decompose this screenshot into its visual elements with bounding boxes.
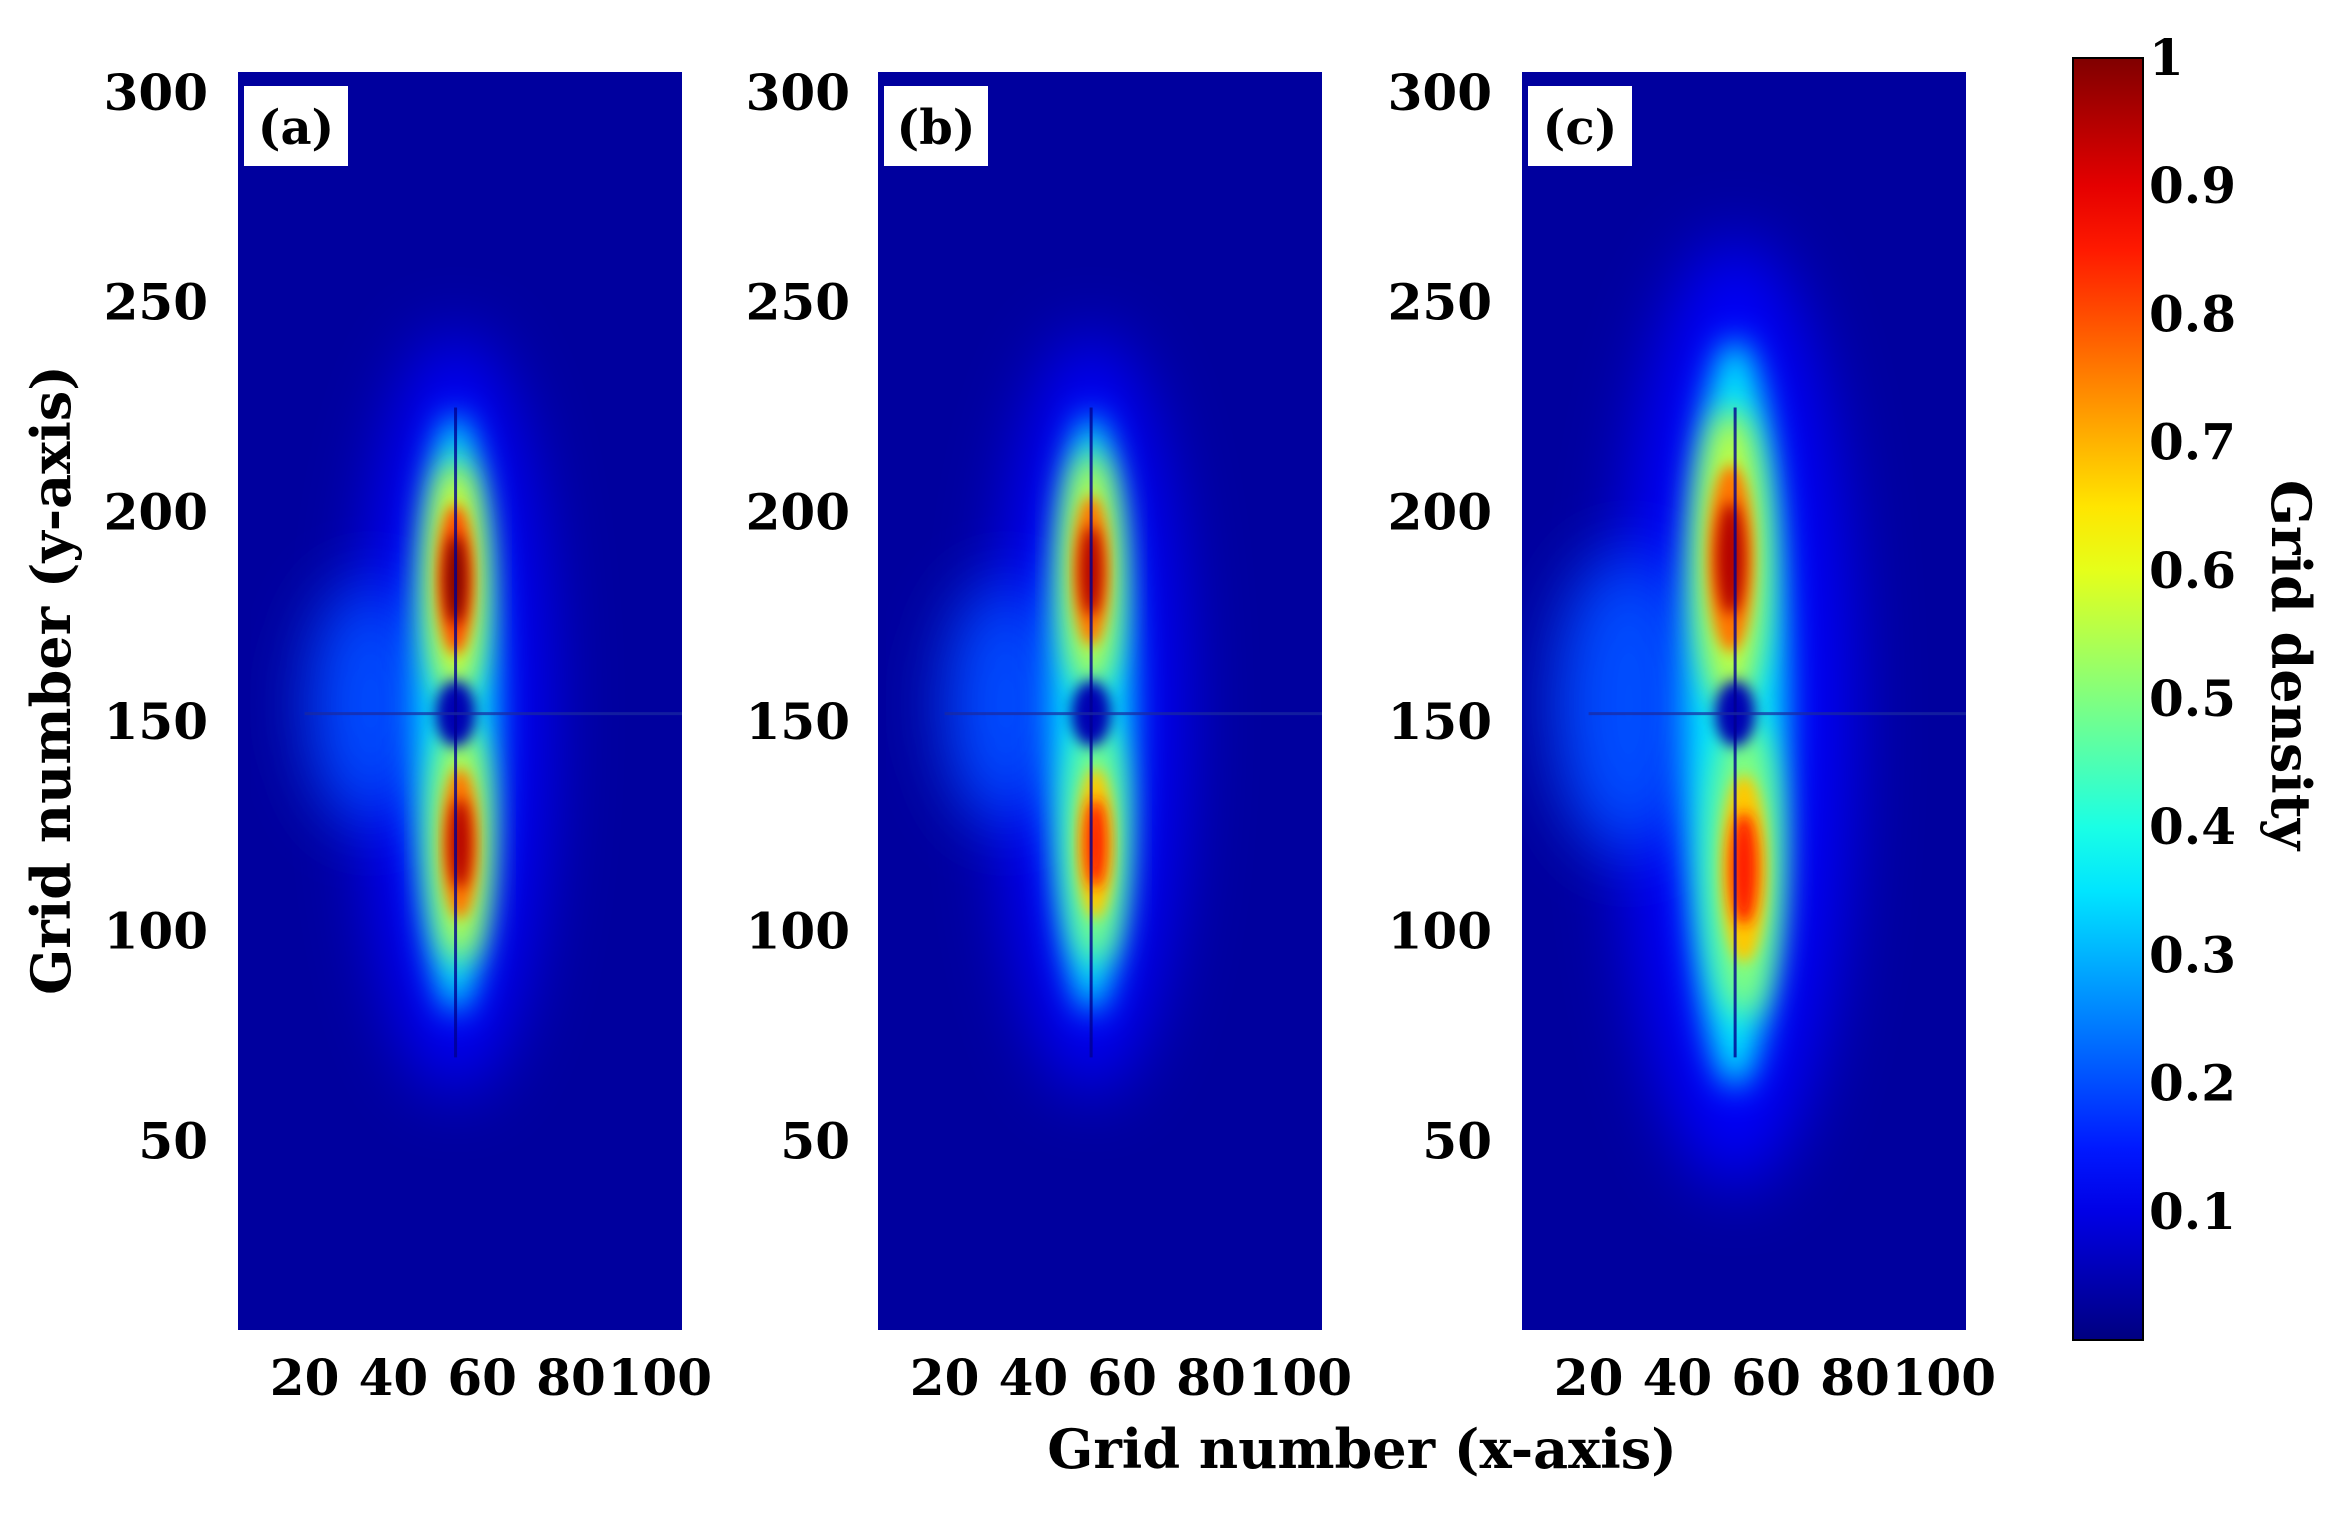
y-tick-label: 100 [1388, 902, 1492, 961]
colorbar-tick-label: 0.3 [2149, 925, 2236, 984]
y-tick-label: 200 [1388, 482, 1492, 541]
colorbar-tick-label: 0.9 [2149, 156, 2236, 215]
panel-label: (b) [884, 86, 988, 166]
density-peak [1716, 502, 1745, 615]
density-peak [1084, 798, 1107, 889]
heatmap-lobe [310, 583, 431, 824]
y-tick-label: 50 [138, 1111, 208, 1170]
y-tick-label: 250 [104, 273, 208, 332]
y-tick-label: 100 [746, 902, 850, 961]
y-tick-label: 50 [1422, 1111, 1492, 1170]
heatmap-panel [878, 72, 1322, 1330]
y-tick-label: 150 [746, 692, 850, 751]
y-tick-label: 300 [1388, 63, 1492, 122]
x-tick-label: 40 [999, 1348, 1069, 1407]
x-axis-label: Grid number (x-axis) [1047, 1417, 1677, 1481]
y-tick-label: 150 [104, 692, 208, 751]
x-tick-label: 60 [1087, 1348, 1157, 1407]
heatmap-panel [238, 72, 682, 1330]
colorbar-tick-label: 0.2 [2149, 1054, 2236, 1113]
y-axis-label: Grid number (y-axis) [19, 365, 83, 995]
colorbar-tick-label: 0.8 [2149, 284, 2236, 343]
x-tick-label: 20 [270, 1348, 340, 1407]
x-tick-label: 40 [1643, 1348, 1713, 1407]
y-tick-label: 50 [780, 1111, 850, 1170]
x-tick-label: 80 [1820, 1348, 1890, 1407]
y-tick-label: 300 [746, 63, 850, 122]
colorbar-tick-label: 0.6 [2149, 541, 2236, 600]
y-tick-label: 250 [1388, 273, 1492, 332]
heatmap-lobe [1553, 553, 1704, 854]
colorbar-tick-label: 0.4 [2149, 797, 2236, 856]
panel-label-text: (b) [897, 100, 976, 156]
heatmap-panel [1522, 72, 1966, 1330]
colorbar-gradient [2072, 57, 2144, 1341]
x-tick-label: 60 [447, 1348, 517, 1407]
y-tick-label: 250 [746, 273, 850, 332]
x-tick-label: 60 [1731, 1348, 1801, 1407]
x-tick-label: 80 [1176, 1348, 1246, 1407]
x-tick-label: 20 [1554, 1348, 1624, 1407]
y-tick-label: 200 [104, 482, 208, 541]
x-tick-label: 40 [359, 1348, 429, 1407]
colorbar-tick-label: 0.5 [2149, 669, 2236, 728]
y-tick-label: 150 [1388, 692, 1492, 751]
panel-label: (a) [244, 86, 348, 166]
colorbar-tick-label: 1 [2149, 28, 2184, 87]
x-tick-label: 100 [1248, 1348, 1352, 1407]
y-tick-label: 300 [104, 63, 208, 122]
heatmap-lobe [946, 583, 1067, 824]
panel-label-text: (c) [1543, 100, 1618, 156]
x-tick-label: 100 [1892, 1348, 1996, 1407]
x-tick-label: 100 [608, 1348, 712, 1407]
colorbar-label: Grid density [2259, 480, 2323, 852]
colorbar-tick-label: 0.7 [2149, 413, 2236, 472]
density-peak [449, 798, 471, 889]
x-tick-label: 80 [536, 1348, 606, 1407]
colorbar: 0.1 0.2 0.3 0.4 0.5 0.6 0.7 0.8 0.9 1 [2072, 28, 2236, 1341]
x-tick-label: 20 [910, 1348, 980, 1407]
density-peak [1730, 812, 1758, 925]
panel-label-text: (a) [258, 100, 335, 156]
colorbar-tick-label: 0.1 [2149, 1182, 2236, 1241]
y-tick-label: 100 [104, 902, 208, 961]
panel-label: (c) [1528, 86, 1632, 166]
y-tick-label: 200 [746, 482, 850, 541]
